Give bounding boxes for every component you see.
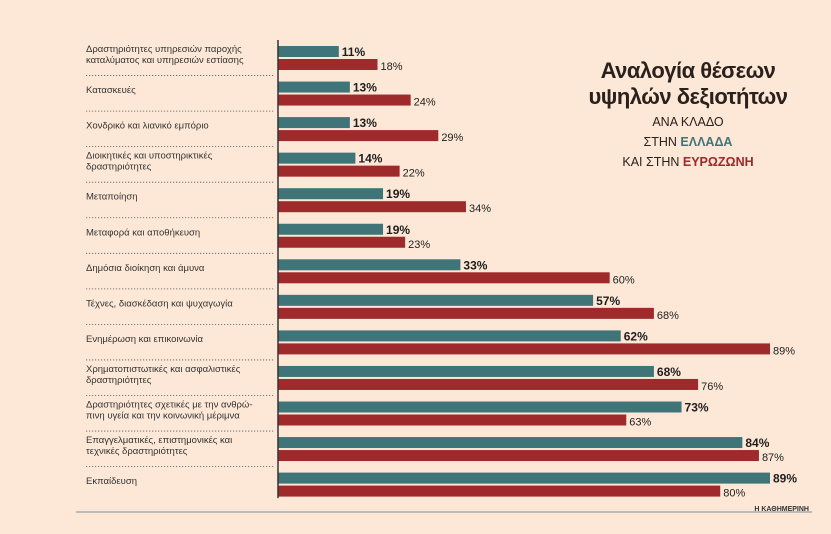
category-label: Δημόσια διοίκηση και άμυνα — [86, 263, 205, 274]
title-line-2: υψηλών δεξιοτήτων — [588, 84, 788, 109]
data-label-greece: 57% — [596, 294, 620, 308]
bar-greece — [278, 401, 682, 413]
bar-eurozone — [278, 307, 654, 319]
bar-greece — [278, 117, 350, 129]
chart-title: Αναλογία θέσεων υψηλών δεξιοτήτων ΑΝΑ ΚΛ… — [560, 58, 816, 170]
legend-greece: ΣΤΗΝ ΕΛΛΑΔΑ — [560, 134, 816, 150]
bar-greece — [278, 259, 461, 271]
bar-greece — [278, 365, 654, 377]
legend-prefix: ΣΤΗΝ — [643, 135, 681, 149]
bar-greece — [278, 152, 356, 164]
category-label: καταλύματος και υπηρεσιών εστίασης — [86, 55, 244, 66]
data-label-eurozone: 76% — [701, 381, 723, 393]
data-label-eurozone: 18% — [381, 61, 403, 73]
category-label: Κατασκευές — [86, 85, 136, 96]
title-line-1: Αναλογία θέσεων — [600, 58, 776, 83]
data-label-greece: 62% — [624, 329, 648, 343]
category-label: Διοικητικές και υποστηρικτικές — [86, 151, 213, 162]
bar-greece — [278, 81, 350, 93]
category-label: Μεταφορά και αποθήκευση — [86, 227, 200, 238]
data-label-eurozone: 63% — [629, 417, 651, 429]
data-label-eurozone: 89% — [773, 345, 795, 357]
bar-greece — [278, 472, 770, 484]
category-label: Δραστηριότητες υπηρεσιών παροχής — [86, 44, 242, 55]
data-label-eurozone: 22% — [403, 168, 425, 180]
legend-eurozone: ΚΑΙ ΣΤΗΝ ΕΥΡΩΖΩΝΗ — [560, 154, 816, 170]
bar-eurozone — [278, 130, 439, 142]
data-label-eurozone: 24% — [414, 97, 436, 109]
bar-eurozone — [278, 272, 610, 284]
bar-eurozone — [278, 450, 759, 462]
category-label: δραστηριότητες — [86, 162, 152, 173]
data-label-greece: 13% — [353, 116, 377, 130]
data-label-greece: 11% — [342, 45, 366, 59]
bar-eurozone — [278, 414, 627, 426]
legend-prefix: ΚΑΙ ΣΤΗΝ — [622, 155, 683, 169]
legend-eurozone-label: ΕΥΡΩΖΩΝΗ — [682, 155, 754, 169]
bar-eurozone — [278, 94, 411, 106]
data-label-eurozone: 80% — [723, 488, 745, 500]
data-label-greece: 13% — [353, 81, 377, 95]
bar-eurozone — [278, 236, 406, 248]
bar-eurozone — [278, 343, 770, 355]
legend-greece-label: ΕΛΛΑΔΑ — [680, 135, 733, 149]
category-label: Τέχνες, διασκέδαση και ψυχαγωγία — [86, 298, 233, 309]
data-label-greece: 33% — [463, 258, 487, 272]
category-label: Δραστηριότητες σχετικές με την ανθρώ- — [86, 400, 252, 411]
bar-eurozone — [278, 201, 466, 213]
category-label: Ενημέρωση και επικοινωνία — [86, 334, 204, 345]
category-label: πινη υγεία και την κοινωνική μέριμνα — [86, 411, 240, 422]
subtitle-1: ΑΝΑ ΚΛΑΔΟ — [652, 115, 724, 129]
category-label: Μεταποίηση — [86, 192, 138, 203]
data-label-greece: 73% — [685, 401, 709, 415]
category-label: Εκπαίδευση — [86, 476, 137, 487]
data-label-eurozone: 87% — [762, 452, 784, 464]
data-label-eurozone: 29% — [441, 132, 463, 144]
data-label-greece: 19% — [386, 223, 410, 237]
source-credit: Η ΚΑΘΗΜΕΡΙΝΗ — [754, 506, 809, 513]
category-label: Επαγγελματικές, επιστημονικές και — [86, 435, 232, 446]
data-label-greece: 89% — [773, 472, 797, 486]
data-label-greece: 84% — [745, 436, 769, 450]
bar-eurozone — [278, 378, 699, 390]
bar-greece — [278, 437, 743, 449]
data-label-greece: 19% — [386, 187, 410, 201]
category-label: δραστηριότητες — [86, 375, 152, 386]
data-label-eurozone: 60% — [613, 274, 635, 286]
category-label: Χονδρικό και λιανικό εμπόριο — [86, 121, 209, 132]
bar-greece — [278, 46, 339, 57]
data-label-eurozone: 68% — [657, 310, 679, 322]
bar-greece — [278, 330, 621, 342]
bar-eurozone — [278, 165, 400, 177]
category-label: Χρηματοπιστωτικές και ασφαλιστικές — [86, 364, 241, 375]
data-label-eurozone: 23% — [408, 239, 430, 251]
bar-greece — [278, 294, 594, 306]
bar-greece — [278, 188, 384, 200]
bar-eurozone — [278, 59, 378, 70]
bar-eurozone — [278, 485, 721, 497]
bar-greece — [278, 223, 384, 235]
data-label-eurozone: 34% — [469, 203, 491, 215]
data-label-greece: 68% — [657, 365, 681, 379]
data-label-greece: 14% — [358, 152, 382, 166]
category-label: τεχνικές δραστηριότητες — [86, 446, 188, 457]
